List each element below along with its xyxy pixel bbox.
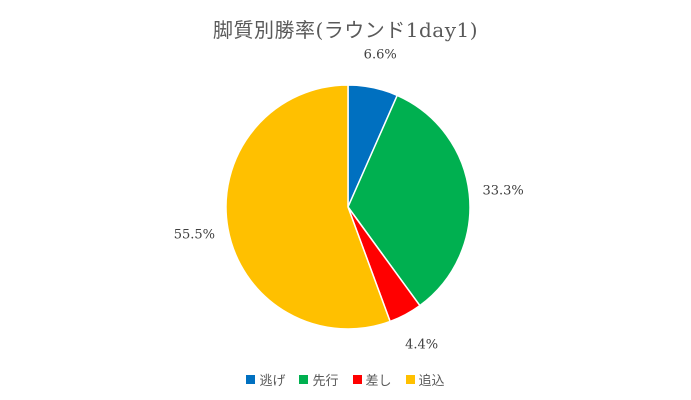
legend-item-先行: 先行: [299, 370, 339, 389]
data-label-追込: 55.5%: [174, 227, 215, 242]
pie-slice-追込: [225, 84, 392, 330]
chart-title: 脚質別勝率(ラウンド1day1): [212, 18, 479, 42]
legend: 逃げ 先行 差し 追込: [0, 370, 691, 389]
data-label-逃げ: 6.6%: [364, 47, 397, 62]
legend-item-追込: 追込: [405, 370, 445, 389]
data-label-先行: 33.3%: [482, 183, 523, 198]
legend-swatch: [246, 375, 256, 384]
legend-label: 差し: [365, 374, 392, 389]
legend-label: 追込: [418, 374, 445, 389]
legend-swatch: [405, 375, 415, 384]
pie-slice-先行: [347, 94, 471, 307]
data-label-差し: 4.4%: [405, 338, 438, 353]
legend-item-逃げ: 逃げ: [246, 370, 285, 389]
pie-labels: 6.6% 33.3% 4.4% 55.5%: [174, 47, 524, 352]
legend-label: 先行: [312, 374, 339, 389]
legend-label: 逃げ: [259, 374, 286, 389]
pie-slices: [225, 84, 471, 330]
legend-swatch: [352, 375, 362, 384]
legend-swatch: [299, 375, 309, 384]
legend-item-差し: 差し: [352, 370, 392, 389]
